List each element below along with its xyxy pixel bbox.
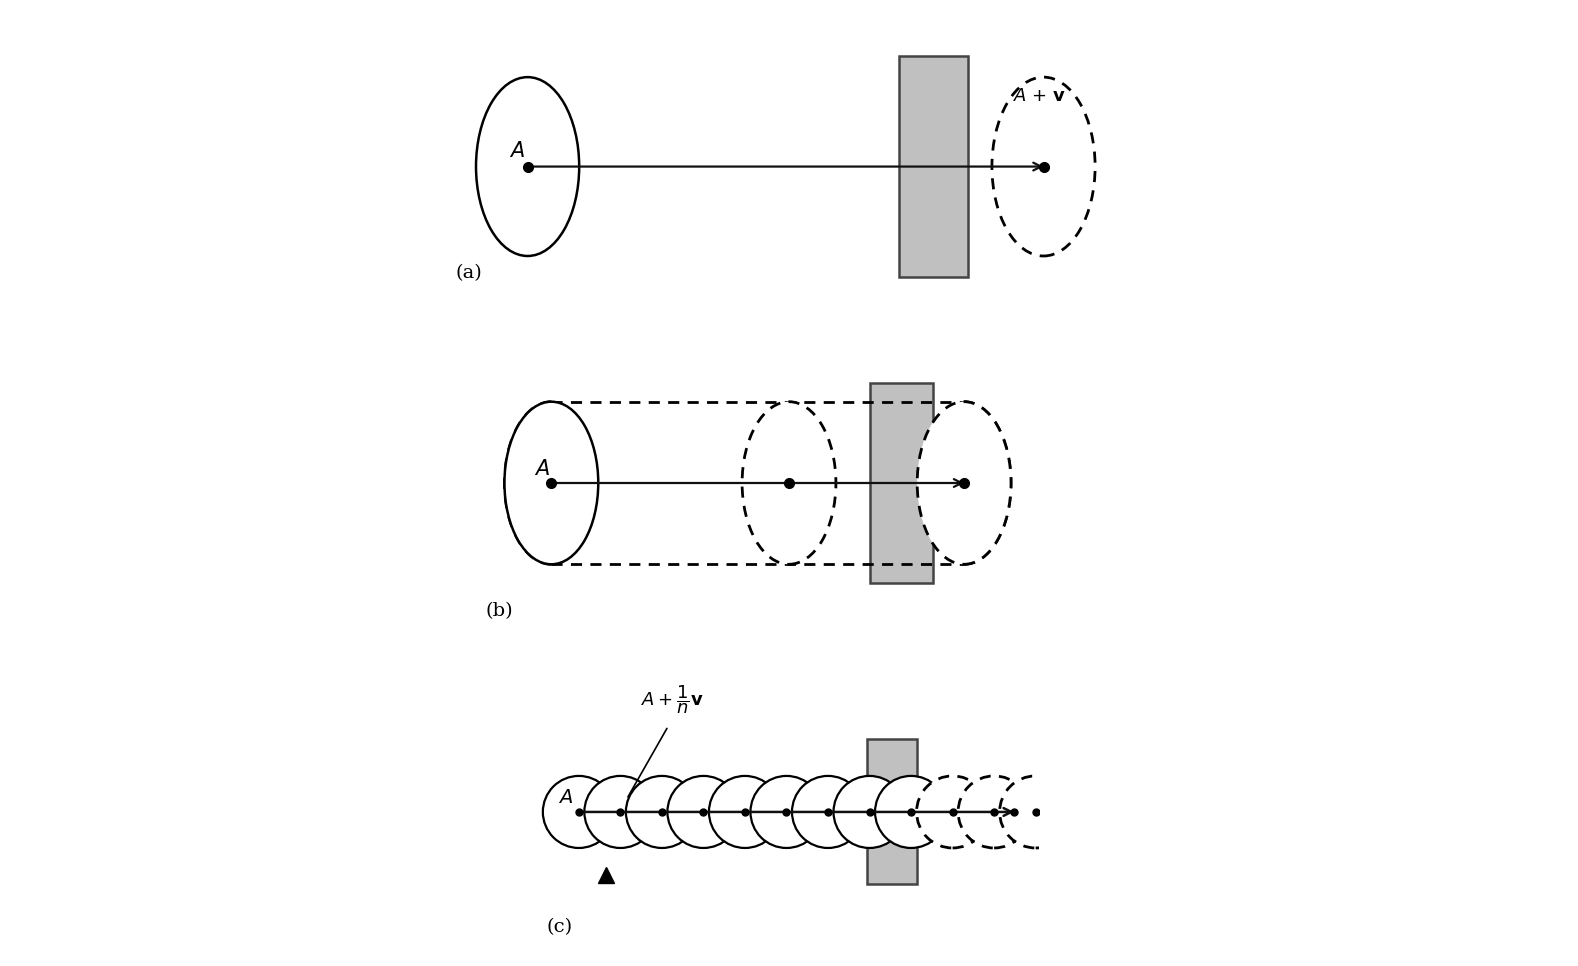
Text: $A + \dfrac{1}{n}\mathbf{v}$: $A + \dfrac{1}{n}\mathbf{v}$ (641, 683, 704, 716)
Text: $A$: $A$ (533, 459, 551, 479)
Circle shape (958, 776, 1030, 848)
Circle shape (584, 776, 656, 848)
Circle shape (543, 776, 615, 848)
Bar (871, 383, 933, 583)
Circle shape (751, 776, 822, 848)
Ellipse shape (917, 402, 1011, 564)
Ellipse shape (993, 77, 1095, 256)
Bar (866, 739, 917, 885)
Bar (899, 56, 967, 276)
Circle shape (833, 776, 906, 848)
Text: (b): (b) (486, 602, 513, 620)
Text: (c): (c) (546, 918, 573, 936)
Circle shape (667, 776, 740, 848)
Text: (a): (a) (456, 264, 483, 282)
Text: $A$: $A$ (510, 141, 525, 161)
Circle shape (709, 776, 781, 848)
Circle shape (876, 776, 947, 848)
Ellipse shape (477, 77, 579, 256)
Circle shape (792, 776, 865, 848)
Text: $A$: $A$ (559, 788, 573, 808)
Ellipse shape (505, 402, 598, 564)
Ellipse shape (742, 402, 836, 564)
Circle shape (626, 776, 697, 848)
Circle shape (917, 776, 989, 848)
Text: $A$ + $\mathbf{v}$: $A$ + $\mathbf{v}$ (1013, 87, 1067, 104)
Circle shape (999, 776, 1071, 848)
